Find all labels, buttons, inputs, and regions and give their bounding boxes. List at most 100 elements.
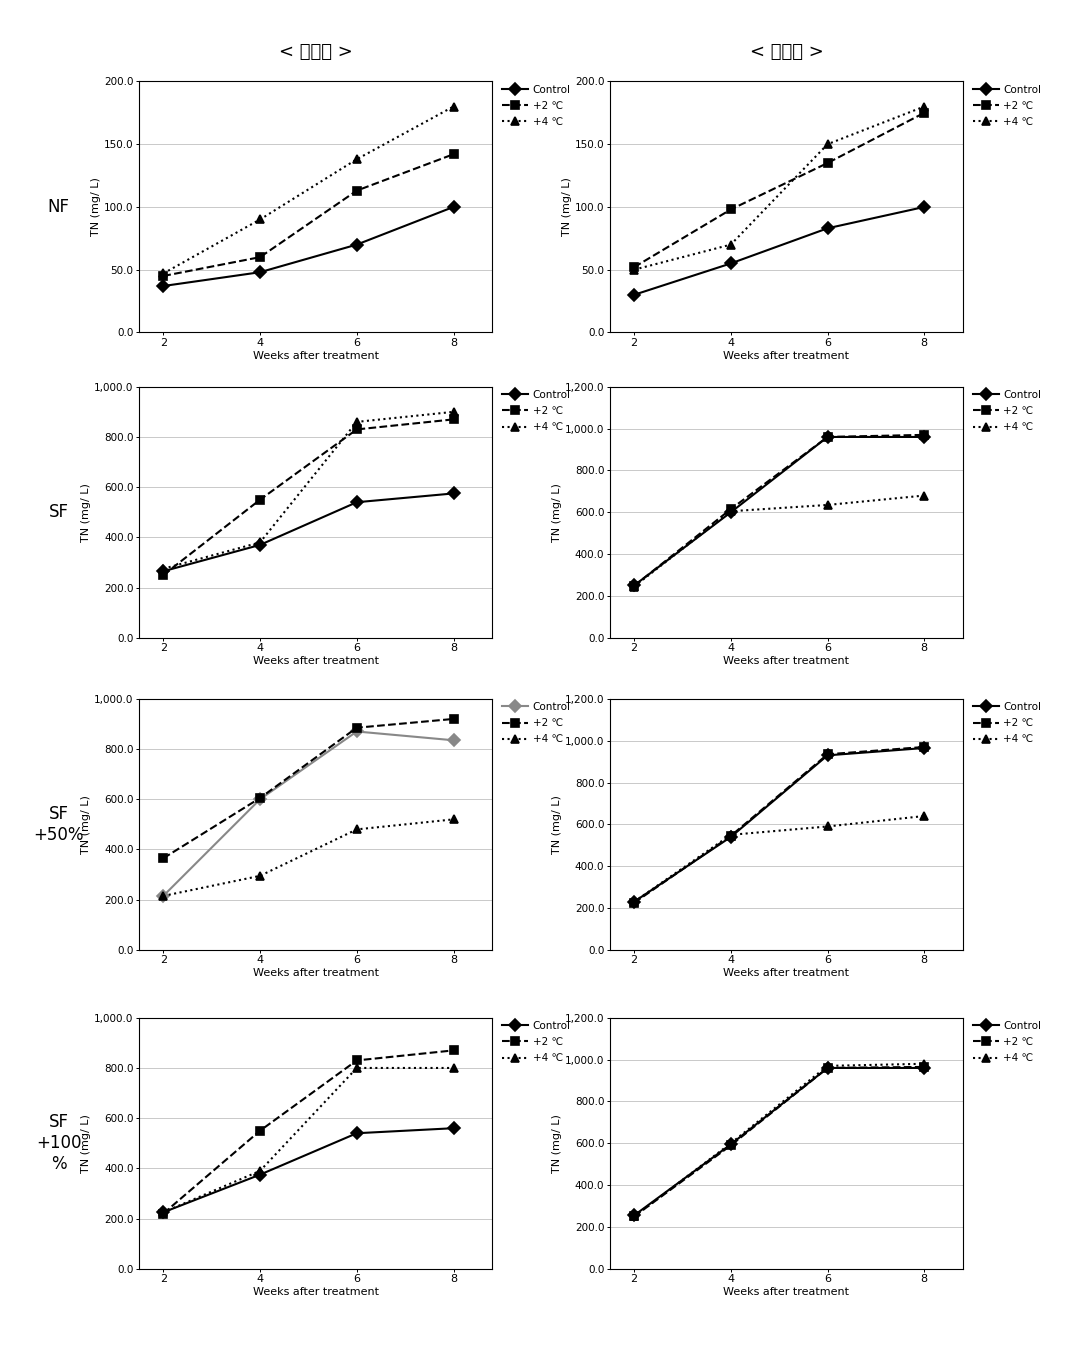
Control xyxy=(157,278,170,294)
+2 ℃ xyxy=(821,155,834,171)
+2 ℃ xyxy=(447,711,460,727)
+2 ℃ xyxy=(254,790,266,806)
Legend: Control, +2 ℃, +4 ℃: Control, +2 ℃, +4 ℃ xyxy=(970,81,1044,130)
Line: +4 ℃: +4 ℃ xyxy=(630,102,929,274)
+2 ℃ xyxy=(724,201,737,217)
Control xyxy=(254,265,266,281)
Text: NF: NF xyxy=(48,198,70,216)
Line: Control: Control xyxy=(159,1124,458,1216)
+4 ℃ xyxy=(254,867,266,883)
Control xyxy=(918,1060,931,1076)
Y-axis label: TN (mg/ L): TN (mg/ L) xyxy=(81,795,91,854)
+2 ℃ xyxy=(350,421,363,437)
Legend: Control, +2 ℃, +4 ℃: Control, +2 ℃, +4 ℃ xyxy=(500,387,574,436)
Line: +4 ℃: +4 ℃ xyxy=(159,102,458,278)
Line: +2 ℃: +2 ℃ xyxy=(630,430,929,590)
+2 ℃ xyxy=(350,182,363,198)
X-axis label: Weeks after treatment: Weeks after treatment xyxy=(253,1288,379,1297)
Line: Control: Control xyxy=(159,490,458,575)
Line: +2 ℃: +2 ℃ xyxy=(159,1046,458,1217)
+2 ℃ xyxy=(628,259,641,275)
Line: Control: Control xyxy=(159,727,458,900)
+4 ℃ xyxy=(821,136,834,152)
Y-axis label: TN (mg/ L): TN (mg/ L) xyxy=(81,483,91,541)
X-axis label: Weeks after treatment: Weeks after treatment xyxy=(253,657,379,666)
Y-axis label: TN (mg/ L): TN (mg/ L) xyxy=(552,1114,562,1172)
Line: +4 ℃: +4 ℃ xyxy=(630,491,929,590)
Control xyxy=(628,1208,641,1224)
+2 ℃ xyxy=(254,491,266,508)
Control xyxy=(724,829,737,845)
Control xyxy=(447,1120,460,1136)
+2 ℃ xyxy=(447,1042,460,1058)
Legend: Control, +2 ℃, +4 ℃: Control, +2 ℃, +4 ℃ xyxy=(970,699,1044,748)
+2 ℃ xyxy=(821,429,834,445)
Control xyxy=(447,199,460,216)
Control xyxy=(157,1204,170,1220)
Control xyxy=(821,748,834,764)
X-axis label: Weeks after treatment: Weeks after treatment xyxy=(253,351,379,361)
Control xyxy=(628,577,641,593)
Control xyxy=(628,286,641,303)
Control xyxy=(821,429,834,445)
Control xyxy=(157,563,170,579)
Line: +2 ℃: +2 ℃ xyxy=(630,109,929,271)
Control xyxy=(350,1125,363,1141)
+2 ℃ xyxy=(350,719,363,735)
Legend: Control, +2 ℃, +4 ℃: Control, +2 ℃, +4 ℃ xyxy=(500,1018,574,1067)
Line: +2 ℃: +2 ℃ xyxy=(159,715,458,863)
Line: +4 ℃: +4 ℃ xyxy=(159,1064,458,1216)
+4 ℃ xyxy=(918,1056,931,1072)
+2 ℃ xyxy=(918,426,931,442)
Line: +4 ℃: +4 ℃ xyxy=(159,407,458,573)
+2 ℃ xyxy=(628,894,641,911)
+2 ℃ xyxy=(821,1060,834,1076)
Line: Control: Control xyxy=(630,1064,929,1220)
+2 ℃ xyxy=(350,1052,363,1068)
+2 ℃ xyxy=(254,248,266,265)
+4 ℃ xyxy=(821,497,834,513)
+4 ℃ xyxy=(254,212,266,228)
+4 ℃ xyxy=(447,99,460,115)
+2 ℃ xyxy=(157,1205,170,1221)
+4 ℃ xyxy=(157,887,170,904)
+4 ℃ xyxy=(157,1204,170,1220)
Control xyxy=(254,791,266,807)
+2 ℃ xyxy=(447,411,460,427)
Text: SF: SF xyxy=(49,503,68,521)
+4 ℃ xyxy=(254,535,266,551)
Control xyxy=(350,494,363,510)
Legend: Control, +2 ℃, +4 ℃: Control, +2 ℃, +4 ℃ xyxy=(500,81,574,130)
Line: Control: Control xyxy=(630,744,929,906)
Control xyxy=(821,220,834,236)
+2 ℃ xyxy=(918,738,931,754)
+4 ℃ xyxy=(724,503,737,520)
Line: +2 ℃: +2 ℃ xyxy=(159,415,458,579)
Control xyxy=(918,429,931,445)
Control xyxy=(350,723,363,740)
Text: < 사양토 >: < 사양토 > xyxy=(279,43,352,61)
+4 ℃ xyxy=(724,826,737,843)
+4 ℃ xyxy=(157,266,170,282)
+2 ℃ xyxy=(724,1137,737,1153)
+2 ℃ xyxy=(254,1122,266,1139)
Control xyxy=(918,199,931,216)
Control xyxy=(447,733,460,749)
X-axis label: Weeks after treatment: Weeks after treatment xyxy=(723,351,850,361)
+2 ℃ xyxy=(157,849,170,866)
+4 ℃ xyxy=(628,894,641,911)
Control xyxy=(157,887,170,904)
+4 ℃ xyxy=(918,807,931,824)
Line: +4 ℃: +4 ℃ xyxy=(159,816,458,900)
Line: Control: Control xyxy=(630,202,929,299)
+4 ℃ xyxy=(254,1163,266,1179)
Control xyxy=(724,1136,737,1152)
+2 ℃ xyxy=(447,147,460,163)
Control xyxy=(447,486,460,502)
Control xyxy=(724,503,737,520)
Control xyxy=(254,537,266,554)
+4 ℃ xyxy=(724,236,737,252)
Line: +2 ℃: +2 ℃ xyxy=(159,151,458,280)
+4 ℃ xyxy=(918,487,931,503)
Y-axis label: TN (mg/ L): TN (mg/ L) xyxy=(91,178,102,236)
